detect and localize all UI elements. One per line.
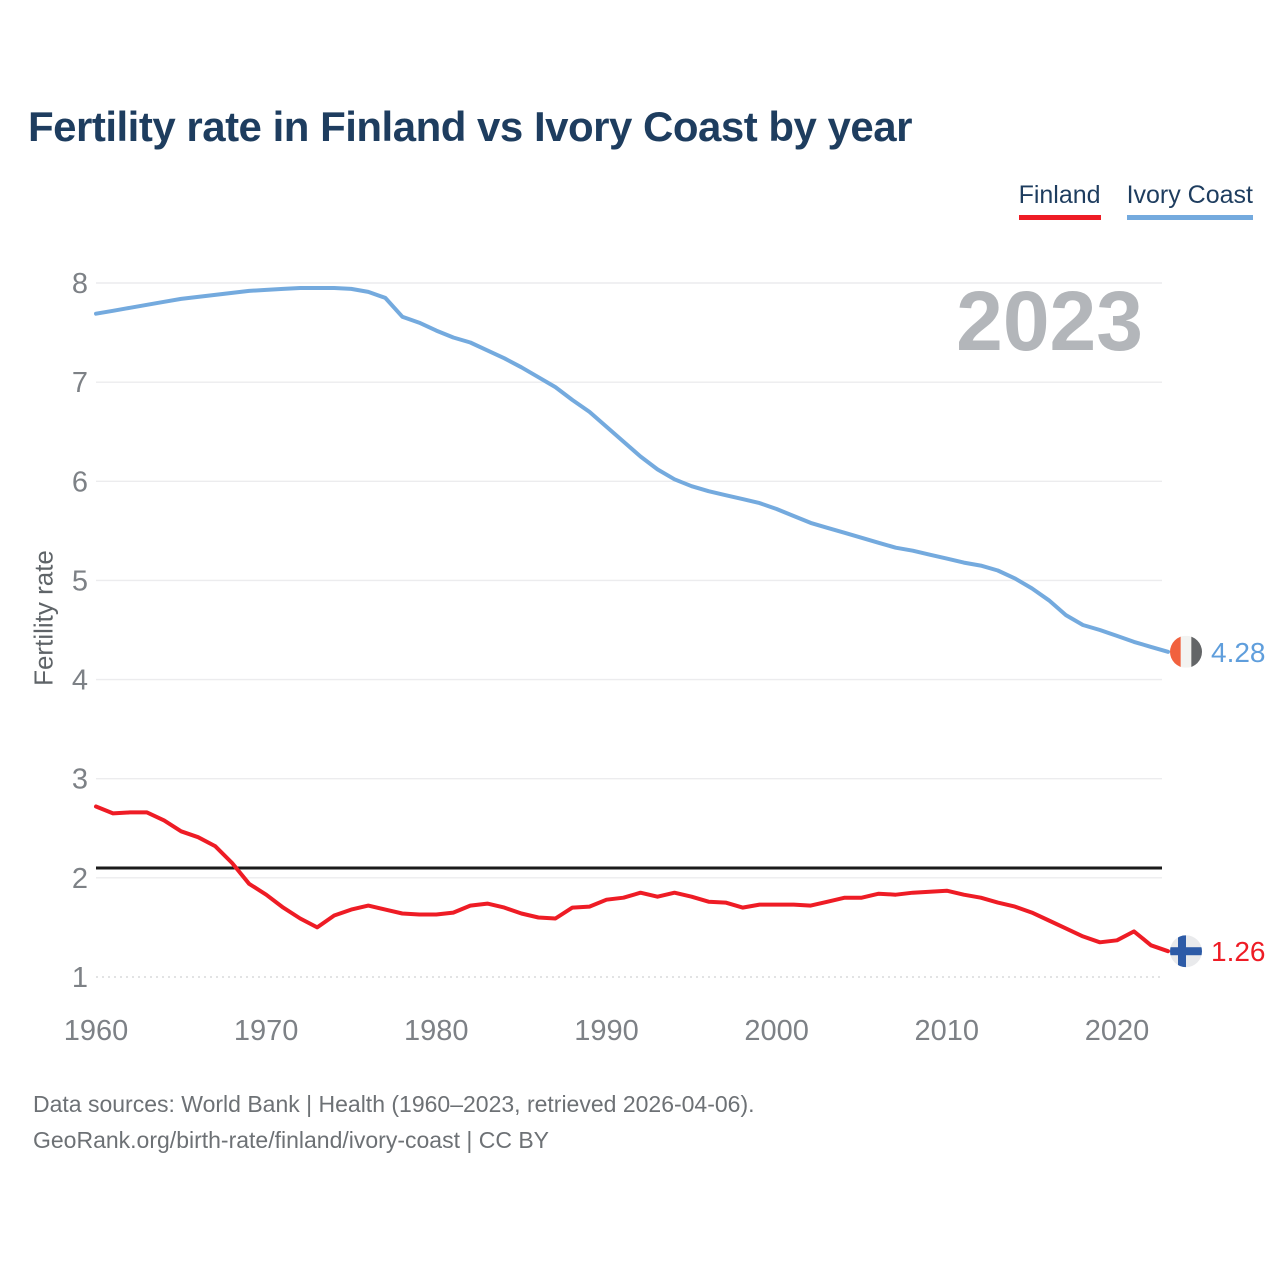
legend: Finland Ivory Coast xyxy=(1018,181,1253,220)
legend-item-ivory-coast[interactable]: Ivory Coast xyxy=(1126,181,1253,220)
year-watermark: 2023 xyxy=(956,274,1143,368)
x-tick-label-1970: 1970 xyxy=(234,1015,299,1047)
y-tick-label-5: 5 xyxy=(72,565,88,597)
end-value-label-finland: 1.26 xyxy=(1211,936,1266,967)
x-tick-label-2010: 2010 xyxy=(915,1015,980,1047)
x-tick-label-2020: 2020 xyxy=(1085,1015,1150,1047)
y-tick-label-8: 8 xyxy=(72,268,88,300)
y-tick-label-7: 7 xyxy=(72,367,88,399)
series-line-ivory-coast xyxy=(94,286,1170,654)
footer-source-line: Data sources: World Bank | Health (1960–… xyxy=(33,1091,755,1117)
x-tick-label-1990: 1990 xyxy=(574,1015,639,1047)
legend-item-finland[interactable]: Finland xyxy=(1018,181,1101,220)
footer: Data sources: World Bank | Health (1960–… xyxy=(33,1086,755,1158)
y-tick-label-3: 3 xyxy=(72,764,88,796)
page-title: Fertility rate in Finland vs Ivory Coast… xyxy=(28,103,912,150)
y-tick-label-2: 2 xyxy=(72,863,88,895)
y-tick-label-4: 4 xyxy=(72,665,88,697)
y-tick-label-1: 1 xyxy=(72,962,88,994)
x-tick-label-1980: 1980 xyxy=(404,1015,469,1047)
end-value-label-ivory-coast: 4.28 xyxy=(1211,637,1266,668)
ivory-coast-flag-icon xyxy=(1170,635,1202,668)
series-line-finland xyxy=(94,804,1170,954)
x-tick-label-1960: 1960 xyxy=(64,1015,129,1047)
finland-flag-icon xyxy=(1170,935,1202,968)
y-tick-label-6: 6 xyxy=(72,466,88,498)
x-tick-label-2000: 2000 xyxy=(744,1015,809,1047)
footer-license-line: GeoRank.org/birth-rate/finland/ivory-coa… xyxy=(33,1127,550,1153)
